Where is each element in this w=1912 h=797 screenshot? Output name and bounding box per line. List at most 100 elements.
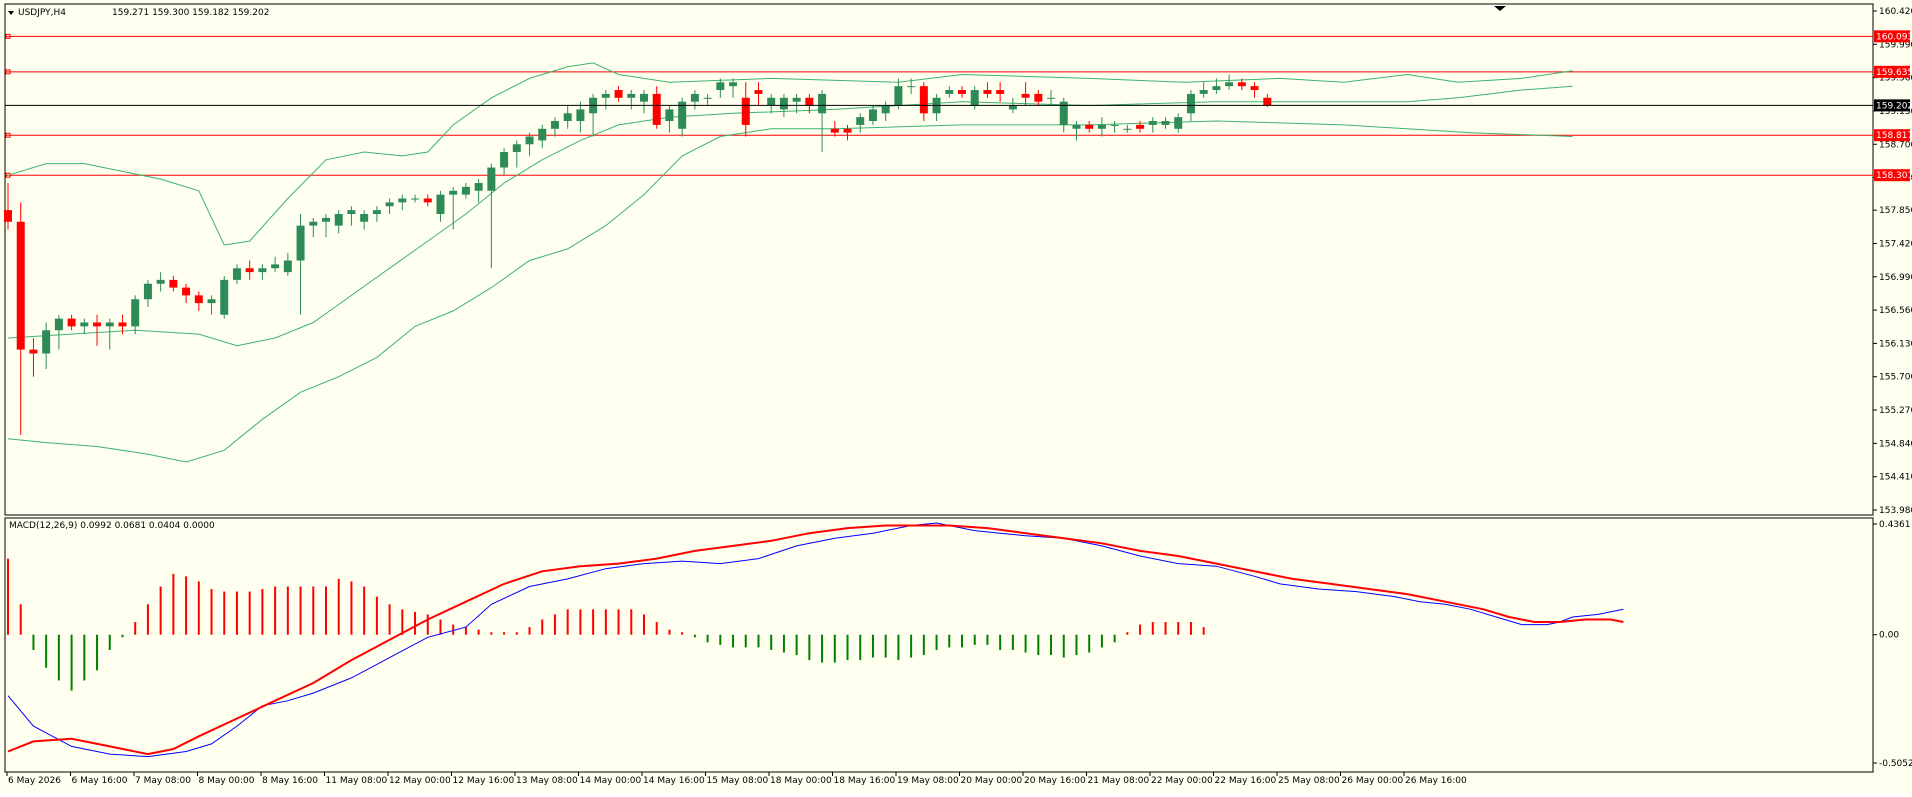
bollinger-bands-layer [7,62,1573,463]
candle-bear-body [983,90,992,94]
candle-bull-body [1059,101,1068,125]
candle-bull-body [525,136,534,145]
candle-bull-body [449,190,458,195]
candle-bull-body [283,260,292,273]
macd-header-label: MACD(12,26,9) 0.0992 0.0681 0.0404 0.000… [9,521,215,531]
candle-bear-body [1263,97,1272,106]
candle-bull-body [207,299,216,304]
candle-bull-body [894,86,903,106]
horizontal-level-anchor [5,132,11,138]
time-axis-label: 21 May 08:00 [1088,776,1150,786]
candle-bull-body [1225,82,1234,87]
chart-ohlc-label: 159.271 159.300 159.182 159.202 [112,8,269,18]
candle-bull-body [80,322,89,327]
price-axis-label: 156.990 [1879,273,1912,283]
candle-bear-body [614,90,623,98]
bollinger-upper-line [7,62,1573,246]
candle-bull-body [703,97,712,99]
time-axis-label: 14 May 16:00 [643,776,705,786]
candle-bear-body [652,93,661,125]
time-axis-label: 14 May 00:00 [580,776,642,786]
macd-axis: 0.4361 0.00 -0.5052 [1873,520,1912,769]
candle-bull-body [1097,124,1106,129]
candle-bull-body [232,268,241,280]
candle-bear-body [741,97,750,125]
candle-bear-body [805,97,814,106]
candle-bull-body [143,283,152,300]
time-axis-label: 6 May 2026 [8,776,61,786]
candle-bear-body [245,268,254,273]
candle-bull-body [156,279,165,284]
candle-bull-body [360,214,369,222]
candle-bull-body [907,86,916,88]
time-axis-label: 19 May 08:00 [897,776,959,786]
candle-bull-body [690,93,699,102]
price-axis-label: 154.840 [1879,439,1912,449]
time-axis-label: 8 May 16:00 [262,776,318,786]
candle-bull-body [856,117,865,125]
horizontal-lines-layer [5,33,1873,178]
macd-pane-frame [4,517,1874,773]
candle-bull-body [487,167,496,191]
candle-bull-body [372,210,381,215]
candle-bull-body [322,217,330,222]
candle-bull-body [729,82,738,87]
candle-bear-body [1021,93,1030,98]
candle-bear-body [1237,82,1246,87]
price-axis-label: 155.270 [1879,406,1912,416]
candle-bull-body [500,152,509,168]
macd-axis-label: 0.4361 [1879,520,1911,530]
time-axis-label: 26 May 16:00 [1405,776,1467,786]
candle-bull-body [868,109,877,122]
candle-bear-body [958,90,966,94]
candle-bull-body [538,128,547,141]
time-axis-label: 25 May 08:00 [1278,776,1340,786]
chart-menu-icon[interactable] [8,11,14,15]
horizontal-level-tag-label: 158.301 [1876,171,1912,181]
candle-bear-body [93,322,102,327]
macd-main-line [7,522,1624,758]
price-axis-label: 157.850 [1879,206,1912,216]
candle-bull-body [220,279,229,315]
macd-axis-label: 0.00 [1879,631,1899,641]
candle-bull-body [550,121,559,129]
price-tags-layer: 160.093 159.635 158.817 158.301 159.202 [1874,30,1912,182]
candle-bear-body [1085,124,1094,129]
price-pane-frame [4,3,1874,516]
candle-bear-body [1034,93,1043,102]
candle-bear-body [118,322,127,327]
candle-bull-body [131,299,140,327]
candle-bull-body [105,322,114,327]
horizontal-level-tag [1874,65,1910,78]
time-axis-label: 12 May 16:00 [453,776,515,786]
candle-bear-body [16,221,25,350]
chart-symbol-label: USDJPY,H4 [18,8,66,18]
candle-bull-body [716,82,725,91]
candle-bull-body [1047,97,1056,99]
current-price-tag [1874,99,1910,112]
price-axis-label: 158.700 [1879,140,1912,150]
candle-bull-body [1174,117,1183,129]
current-price-tag-label: 159.202 [1876,101,1912,111]
bollinger-lower-line [7,120,1573,463]
candle-bull-body [258,268,267,273]
candle-bull-body [627,93,636,98]
time-axis-label: 8 May 00:00 [199,776,255,786]
chart-shift-marker-icon[interactable] [1494,6,1506,11]
candle-bull-body [792,97,801,102]
candle-bear-body [182,287,191,296]
horizontal-level-anchor [5,69,11,75]
time-axis-label: 26 May 00:00 [1342,776,1404,786]
candle-bull-body [601,93,610,98]
price-axis-label: 156.560 [1879,306,1912,316]
horizontal-level-tag [1874,30,1910,43]
candle-bull-body [398,198,407,203]
time-axis-label: 6 May 16:00 [72,776,128,786]
price-axis-label: 159.130 [1879,107,1912,117]
price-axis-label: 159.990 [1879,40,1912,50]
candle-bull-body [385,202,394,207]
candle-bull-body [678,101,687,129]
candle-bull-body [1110,124,1119,126]
candle-bear-body [830,128,839,133]
